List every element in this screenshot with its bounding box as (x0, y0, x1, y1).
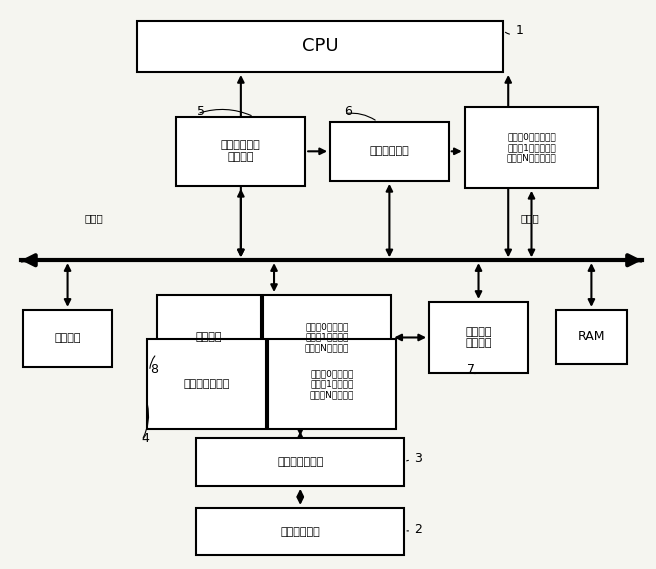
Text: 存储介质控制器: 存储介质控制器 (277, 457, 323, 467)
Text: 地址段0解密控制
地址段1解密控制
地址段N解密控制: 地址段0解密控制 地址段1解密控制 地址段N解密控制 (305, 322, 349, 352)
Text: 5: 5 (197, 105, 205, 118)
Text: 7: 7 (466, 362, 475, 376)
Text: 多地址映射模块: 多地址映射模块 (183, 379, 230, 389)
Bar (464, 107, 598, 188)
Text: 存储介质实体: 存储介质实体 (280, 526, 320, 537)
Bar (23, 310, 112, 367)
Text: 解密模块: 解密模块 (195, 332, 222, 342)
Bar (196, 508, 404, 555)
Text: 2: 2 (414, 523, 422, 536)
Bar (429, 302, 528, 373)
Text: 3: 3 (414, 452, 422, 465)
Text: 4: 4 (142, 432, 150, 445)
Bar (176, 117, 305, 186)
Bar (262, 295, 392, 379)
Text: RAM: RAM (578, 331, 605, 344)
Bar (157, 295, 260, 379)
Text: 运行地址空间
检测模块: 运行地址空间 检测模块 (221, 141, 260, 162)
Text: 访问控制模块: 访问控制模块 (369, 146, 409, 156)
Text: 密钥存储
控制实体: 密钥存储 控制实体 (465, 327, 492, 348)
Text: 地址段0访问白名单
地址段1访问白名单
地址段N访问白名单: 地址段0访问白名单 地址段1访问白名单 地址段N访问白名单 (506, 133, 556, 162)
Bar (196, 439, 404, 486)
Bar (556, 310, 627, 364)
Bar (268, 340, 396, 428)
Text: CPU: CPU (302, 38, 338, 55)
Text: 其它模块: 其它模块 (54, 333, 81, 344)
Text: 1: 1 (516, 24, 524, 37)
Text: 8: 8 (150, 362, 157, 376)
Text: 数据线: 数据线 (520, 213, 539, 224)
Bar (330, 122, 449, 181)
Bar (137, 20, 503, 72)
Text: 地址段0映射控制
地址段1映射控制
地址段N映射控制: 地址段0映射控制 地址段1映射控制 地址段N映射控制 (310, 369, 354, 399)
Text: 指令线: 指令线 (85, 213, 103, 224)
Text: 6: 6 (344, 105, 352, 118)
Bar (147, 340, 266, 428)
